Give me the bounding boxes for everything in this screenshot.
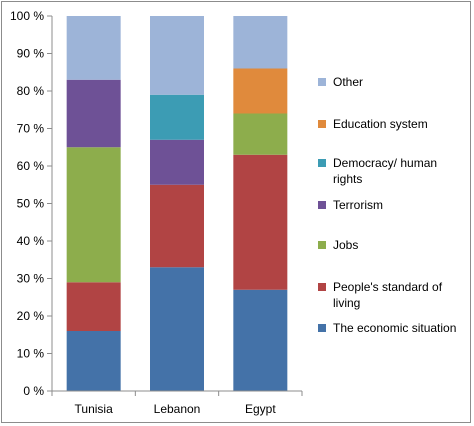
legend-label: Education system <box>333 117 428 131</box>
legend-label: Jobs <box>333 238 358 252</box>
bar-segment <box>150 267 204 391</box>
legend-item: Terrorism <box>318 198 383 212</box>
legend-item: Other <box>318 75 363 89</box>
legend-label: Terrorism <box>333 198 383 212</box>
bar-segment <box>66 331 121 391</box>
y-tick-label: 0 % <box>23 384 44 398</box>
legend-label: People's standard of <box>333 280 443 294</box>
y-tick-label: 80 % <box>17 84 45 98</box>
legend-item: Democracy/ human rights <box>318 156 437 186</box>
x-tick-label: Egypt <box>245 402 276 416</box>
legend-item: People's standard of living <box>318 280 443 310</box>
legend: Other Education system Democracy/ human rig… <box>318 75 456 335</box>
bar-segment <box>66 282 121 331</box>
bar-segment <box>150 16 204 95</box>
y-tick-label: 60 % <box>17 159 45 173</box>
legend-swatch <box>318 283 326 291</box>
x-tick-label: Lebanon <box>154 402 201 416</box>
bar-segment <box>66 147 121 283</box>
bar-stack-egypt <box>233 16 288 391</box>
legend-item: Jobs <box>318 238 358 252</box>
legend-label: Democracy/ human <box>333 156 437 170</box>
legend-swatch <box>318 78 326 86</box>
legend-swatch <box>318 201 326 209</box>
legend-swatch <box>318 120 326 128</box>
legend-label: Other <box>333 75 363 89</box>
bar-segment <box>66 16 121 80</box>
bar-segment <box>233 68 288 114</box>
x-axis: Tunisia Lebanon Egypt <box>47 390 303 416</box>
legend-label: rights <box>333 172 362 186</box>
legend-label: living <box>333 296 360 310</box>
bar-segment <box>233 154 288 290</box>
bar-segment <box>150 184 204 268</box>
x-tick-label: Tunisia <box>75 402 114 416</box>
y-tick-label: 50 % <box>17 197 45 211</box>
bar-segment <box>233 16 288 69</box>
legend-label: The economic situation <box>333 321 456 335</box>
y-tick-label: 100 % <box>10 9 44 23</box>
bar-stack-tunisia <box>66 16 121 391</box>
y-tick-label: 40 % <box>17 234 45 248</box>
legend-item: Education system <box>318 117 428 131</box>
bar-segment <box>66 79 121 148</box>
legend-swatch <box>318 241 326 249</box>
bar-segment <box>233 289 288 391</box>
legend-swatch <box>318 324 326 332</box>
bar-stack-lebanon <box>150 16 204 391</box>
legend-item: The economic situation <box>318 321 456 335</box>
bar-segment <box>150 94 204 140</box>
legend-swatch <box>318 159 326 167</box>
y-tick-label: 10 % <box>17 347 45 361</box>
y-tick-label: 20 % <box>17 309 45 323</box>
bars <box>66 16 288 391</box>
y-tick-label: 70 % <box>17 122 45 136</box>
bar-segment <box>150 139 204 185</box>
y-tick-label: 30 % <box>17 272 45 286</box>
y-tick-label: 90 % <box>17 47 45 61</box>
y-axis: 0 % 10 % 20 % 30 % 40 % 50 % 60 % 70 % 80 % 90 % 1… <box>10 9 53 398</box>
bar-segment <box>233 113 288 155</box>
